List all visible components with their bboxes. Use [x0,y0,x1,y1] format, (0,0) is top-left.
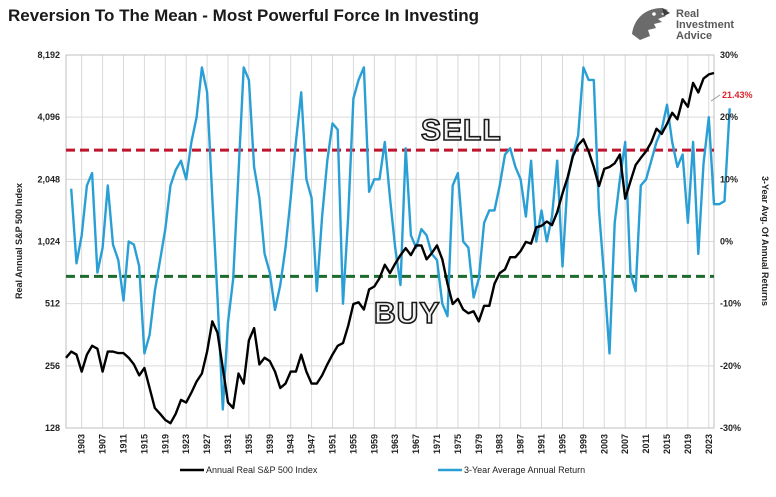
y-left-tick-label: 512 [45,299,60,309]
x-tick-label: 1975 [453,434,463,454]
x-tick-label: 1947 [307,434,317,454]
x-tick-label: 1915 [139,434,149,454]
x-tick-labels: 1903 1907 1911 1915 1919 1923 1927 1931 1935 1939… [77,434,714,454]
y-right-tick-labels: -30% -20% -10% 0% 10% 20% 30% [720,50,741,433]
x-tick-label: 1967 [411,434,421,454]
y-left-tick-label: 8,192 [37,50,60,60]
x-tick-label: 1931 [223,434,233,454]
x-tick-label: 1935 [244,434,254,454]
x-tick-label: 1959 [369,434,379,454]
x-tick-label: 1963 [390,434,400,454]
x-tick-label: 2003 [599,434,609,454]
x-tick-label: 2019 [683,434,693,454]
company-logo: Real Investment Advice [628,4,768,44]
x-tick-label: 1911 [118,434,128,454]
y-left-tick-label: 2,048 [37,174,60,184]
x-tick-label: 1991 [537,434,547,454]
y-right-tick-label: 10% [720,174,738,184]
x-tick-label: 1907 [98,434,108,454]
y-right-tick-label: -10% [720,299,741,309]
chart-title: Reversion To The Mean - Most Powerful Fo… [8,6,480,25]
eagle-head-icon [632,8,670,40]
y-left-tick-label: 1,024 [37,237,60,247]
logo-line-1: Real [676,8,700,20]
x-tick-label: 1999 [578,434,588,454]
y-right-axis-title: 3-Year Avg. Of Annual Returns [760,176,770,306]
logo-line-2: Investment [676,19,735,31]
x-tick-label: 1971 [432,434,442,454]
x-tick-label: 2007 [620,434,630,454]
y-left-tick-label: 256 [45,361,60,371]
returns-series-line [70,66,731,411]
x-tick-label: 1955 [348,434,358,454]
x-tick-label: 1927 [202,434,212,454]
x-tick-label: 1987 [516,434,526,454]
x-tick-label: 1951 [328,434,338,454]
x-tick-label: 1903 [77,434,87,454]
y-left-axis-title: Real Annual S&P 500 Index [14,183,24,299]
logo-line-3: Advice [676,30,713,42]
y-left-tick-label: 128 [45,423,60,433]
x-tick-label: 1923 [181,434,191,454]
sell-annotation: SELL [421,114,502,147]
price-series-line [65,71,715,425]
x-tick-label: 1919 [160,434,170,454]
y-right-tick-label: 30% [720,50,738,60]
legend-label-returns: 3-Year Average Annual Return [464,465,585,475]
callout-leader-line [710,94,721,102]
chart-legend: Annual Real S&P 500 Index 3-Year Average… [180,465,585,475]
x-tick-label: 1995 [557,434,567,454]
y-left-tick-labels: 128 256 512 1,024 2,048 4,096 8,192 [37,50,60,433]
y-right-tick-label: -20% [720,361,741,371]
x-tick-label: 2015 [662,434,672,454]
x-tick-label: 1983 [495,434,505,454]
y-right-tick-label: 0% [720,237,733,247]
plot-frame [65,54,715,429]
y-right-tick-label: 20% [720,112,738,122]
x-tick-label: 1943 [286,434,296,454]
y-left-tick-label: 4,096 [37,112,60,122]
latest-return-callout: 21.43% [722,90,753,100]
x-tick-label: 2023 [704,434,714,454]
legend-label-price: Annual Real S&P 500 Index [206,465,318,475]
x-tick-label: 2011 [641,434,651,454]
y-right-tick-label: -30% [720,423,741,433]
x-tick-label: 1939 [265,434,275,454]
x-tick-label: 1979 [474,434,484,454]
buy-annotation: BUY [374,297,440,330]
